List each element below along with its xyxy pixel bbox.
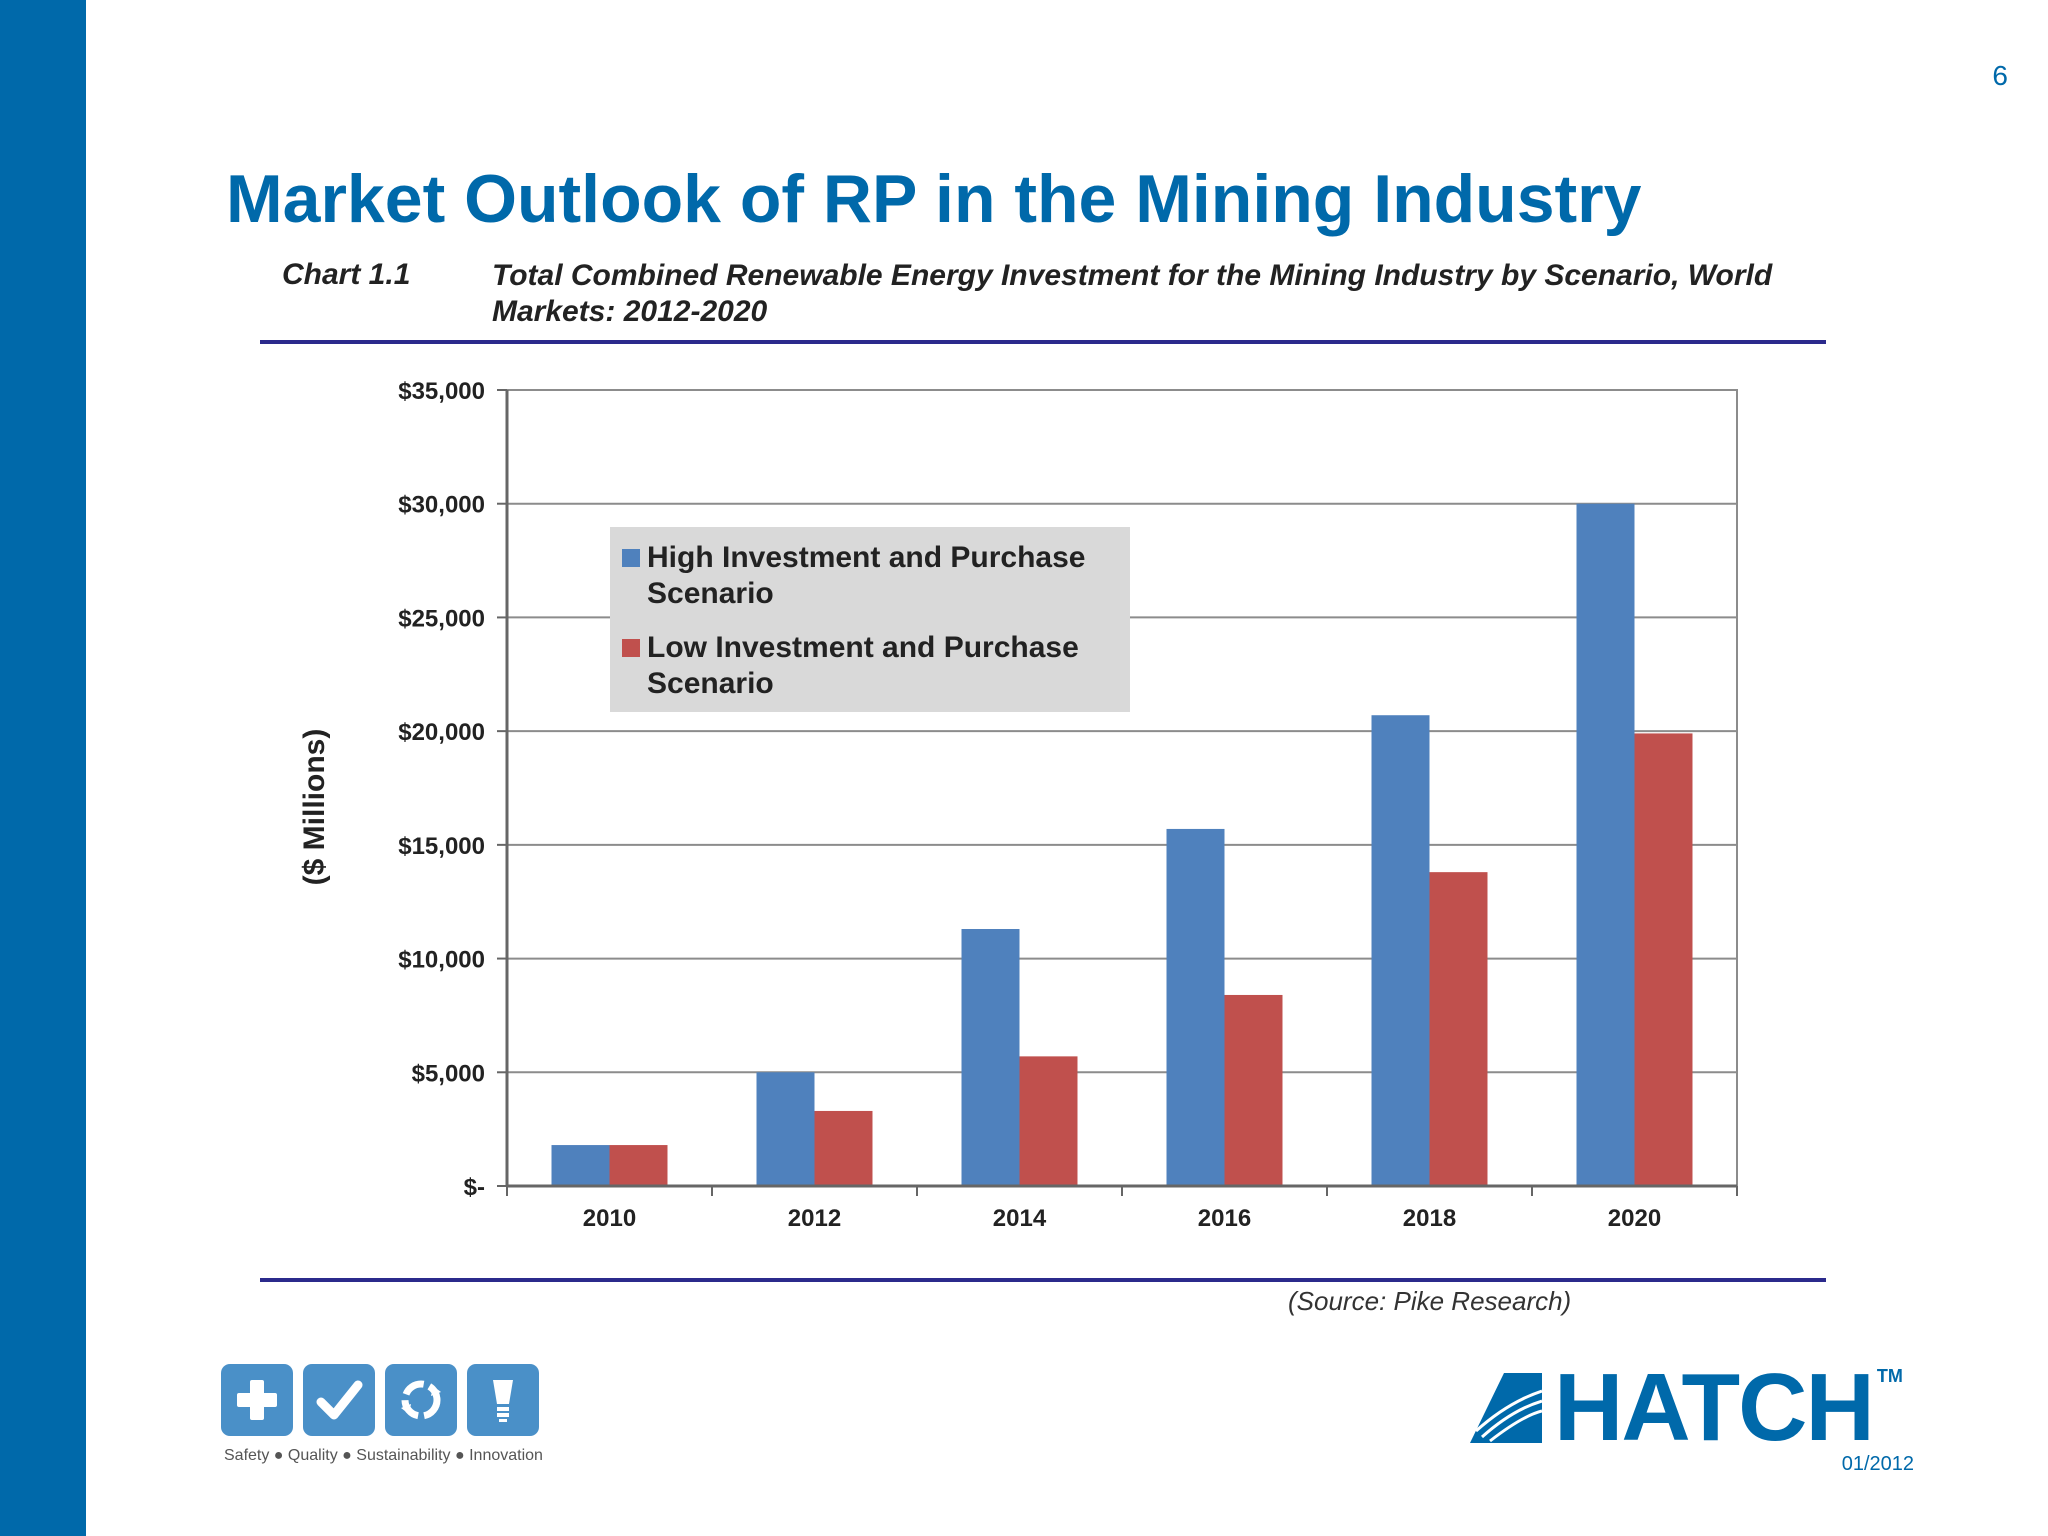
hatch-logo-mark-icon: [1470, 1373, 1542, 1443]
bar-low: [1224, 994, 1283, 1186]
y-tick-label: $20,000: [398, 719, 485, 746]
bar-high: [961, 929, 1020, 1186]
side-bar: [0, 0, 86, 1536]
bottom-rule: [260, 1278, 1826, 1282]
bar-chart: $- $5,000 $10,000 $15,000 $20,000 $25,000 $30,…: [298, 378, 1738, 1232]
y-tick-label: $5,000: [412, 1060, 485, 1087]
legend-box: [610, 527, 1130, 712]
legend: High Investment and PurchaseScenarioLow …: [610, 527, 1130, 712]
y-tick-label: $-: [464, 1174, 485, 1201]
y-axis-label: ($ Millions): [298, 729, 331, 886]
y-tick-label: $10,000: [398, 947, 485, 974]
footer-icons: [221, 1364, 539, 1436]
bar-high: [756, 1072, 815, 1186]
bar-low: [814, 1110, 873, 1186]
plus-icon: [221, 1364, 293, 1436]
footer-tagline: Safety ● Quality ● Sustainability ● Inno…: [224, 1447, 543, 1464]
source-note: (Source: Pike Research): [1288, 1286, 1572, 1316]
x-tick-label: 2012: [788, 1205, 841, 1232]
page-number: 6: [1992, 60, 2008, 91]
legend-swatch-high: [622, 549, 640, 567]
legend-label: Scenario: [647, 577, 774, 610]
chart-number: Chart 1.1: [282, 258, 411, 291]
y-tick-label: $30,000: [398, 492, 485, 519]
bar-high: [1166, 828, 1225, 1186]
x-tick-label: 2018: [1403, 1205, 1456, 1232]
bar-low: [609, 1145, 668, 1186]
bar-low: [1019, 1056, 1078, 1186]
y-tick-label: $25,000: [398, 605, 485, 632]
checkmark-icon: [303, 1364, 375, 1436]
x-tick-label: 2016: [1198, 1205, 1251, 1232]
slide-date: 01/2012: [1841, 1453, 1914, 1475]
grid-lines: [506, 389, 1738, 1187]
hatch-logo-text: HATCH: [1554, 1354, 1875, 1461]
legend-label: High Investment and Purchase: [647, 541, 1085, 574]
hatch-logo: HATCH TM: [1470, 1360, 1903, 1456]
legend-label: Low Investment and Purchase: [647, 631, 1079, 664]
hatch-logo-tm: TM: [1876, 1366, 1903, 1386]
recycle-icon: [385, 1364, 457, 1436]
x-tick-label: 2014: [993, 1205, 1047, 1232]
bars: [551, 503, 1693, 1186]
top-rule: [260, 340, 1826, 344]
y-tick-label: $35,000: [398, 378, 485, 405]
legend-label: Scenario: [647, 667, 774, 700]
bar-low: [1429, 872, 1488, 1186]
bar-low: [1634, 733, 1693, 1186]
y-tick-label: $15,000: [398, 833, 485, 860]
axes: $- $5,000 $10,000 $15,000 $20,000 $25,000 $30,…: [398, 378, 1738, 1232]
lightbulb-icon: [467, 1364, 539, 1436]
x-tick-label: 2010: [583, 1205, 636, 1232]
slide-title: Market Outlook of RP in the Mining Indus…: [226, 161, 1642, 237]
x-tick-label: 2020: [1608, 1205, 1661, 1232]
chart-caption-title: Total Combined Renewable Energy Investme…: [492, 259, 1773, 328]
bar-high: [1371, 715, 1430, 1186]
bar-high: [551, 1145, 610, 1186]
plot-area: [506, 389, 1738, 1187]
legend-swatch-low: [622, 639, 640, 657]
bar-high: [1576, 503, 1635, 1186]
